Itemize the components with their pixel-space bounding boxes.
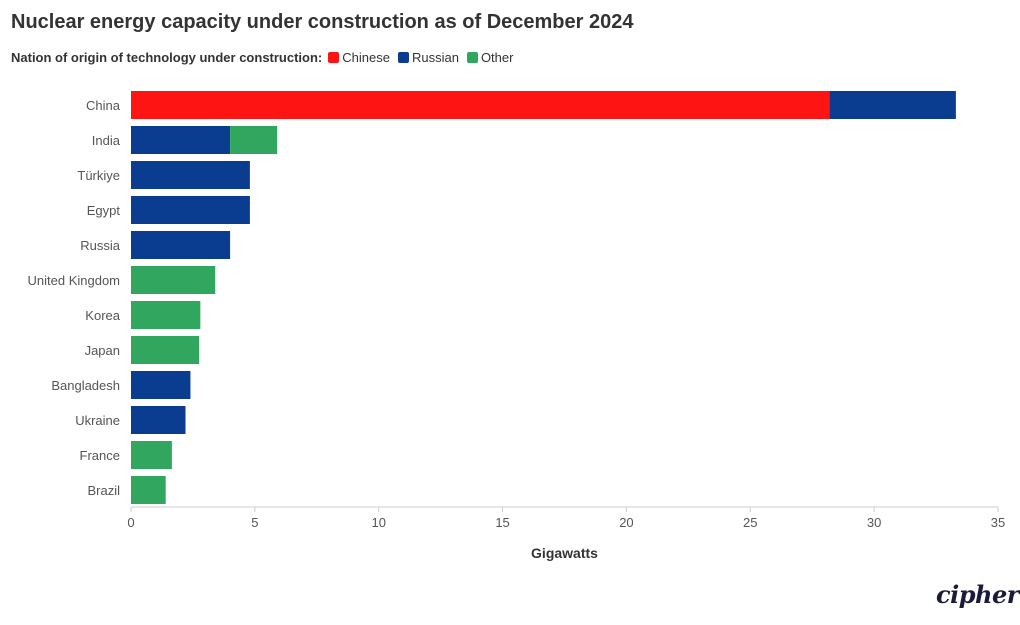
category-label-russia: Russia xyxy=(80,238,121,253)
chart-title: Nuclear energy capacity under constructi… xyxy=(11,11,634,33)
legend-title: Nation of origin of technology under con… xyxy=(11,50,323,65)
x-tick-label: 30 xyxy=(867,515,881,530)
bar-korea-other xyxy=(131,301,201,329)
category-label-ukraine: Ukraine xyxy=(75,413,120,428)
category-label-india: India xyxy=(92,133,121,148)
bar-egypt-russian xyxy=(131,196,250,224)
bar-china-russian xyxy=(829,91,956,119)
chart-legend: Nation of origin of technology under con… xyxy=(11,50,521,65)
x-tick-label: 35 xyxy=(991,515,1005,530)
bar-bangladesh-russian xyxy=(131,371,191,399)
x-axis-title: Gigawatts xyxy=(531,545,598,561)
category-label-china: China xyxy=(86,98,121,113)
x-tick-label: 10 xyxy=(371,515,385,530)
bar-china-chinese xyxy=(131,91,830,119)
x-tick-label: 25 xyxy=(743,515,757,530)
bar-brazil-other xyxy=(131,476,166,504)
category-label-t-rkiye: Türkiye xyxy=(77,168,120,183)
bar-japan-other xyxy=(131,336,200,364)
x-tick-label: 15 xyxy=(495,515,509,530)
cipher-logo: cipher xyxy=(936,580,1019,609)
bar-ukraine-russian xyxy=(131,406,186,434)
legend-label-chinese: Chinese xyxy=(342,50,390,65)
bar-france-other xyxy=(131,441,172,469)
category-label-egypt: Egypt xyxy=(87,203,121,218)
bar-india-other xyxy=(230,126,278,154)
category-label-japan: Japan xyxy=(85,343,120,358)
bar-t-rkiye-russian xyxy=(131,161,250,189)
category-label-bangladesh: Bangladesh xyxy=(51,378,120,393)
legend-swatch-chinese xyxy=(328,52,340,63)
x-tick-label: 0 xyxy=(127,515,134,530)
bar-united-kingdom-other xyxy=(131,266,216,294)
bar-russia-russian xyxy=(131,231,231,259)
legend-swatch-russian xyxy=(397,52,409,63)
category-label-brazil: Brazil xyxy=(87,483,120,498)
category-label-korea: Korea xyxy=(85,308,120,323)
x-tick-label: 20 xyxy=(619,515,633,530)
legend-swatch-other xyxy=(466,52,478,63)
legend-label-other: Other xyxy=(480,50,514,65)
legend-item-chinese: Chinese xyxy=(328,50,390,65)
legend-label-russian: Russian xyxy=(411,50,459,65)
legend-item-other: Other xyxy=(466,50,514,65)
category-label-france: France xyxy=(80,448,120,463)
bar-india-russian xyxy=(131,126,231,154)
legend-item-russian: Russian xyxy=(397,50,459,65)
category-label-united-kingdom: United Kingdom xyxy=(28,273,121,288)
x-tick-label: 5 xyxy=(251,515,258,530)
